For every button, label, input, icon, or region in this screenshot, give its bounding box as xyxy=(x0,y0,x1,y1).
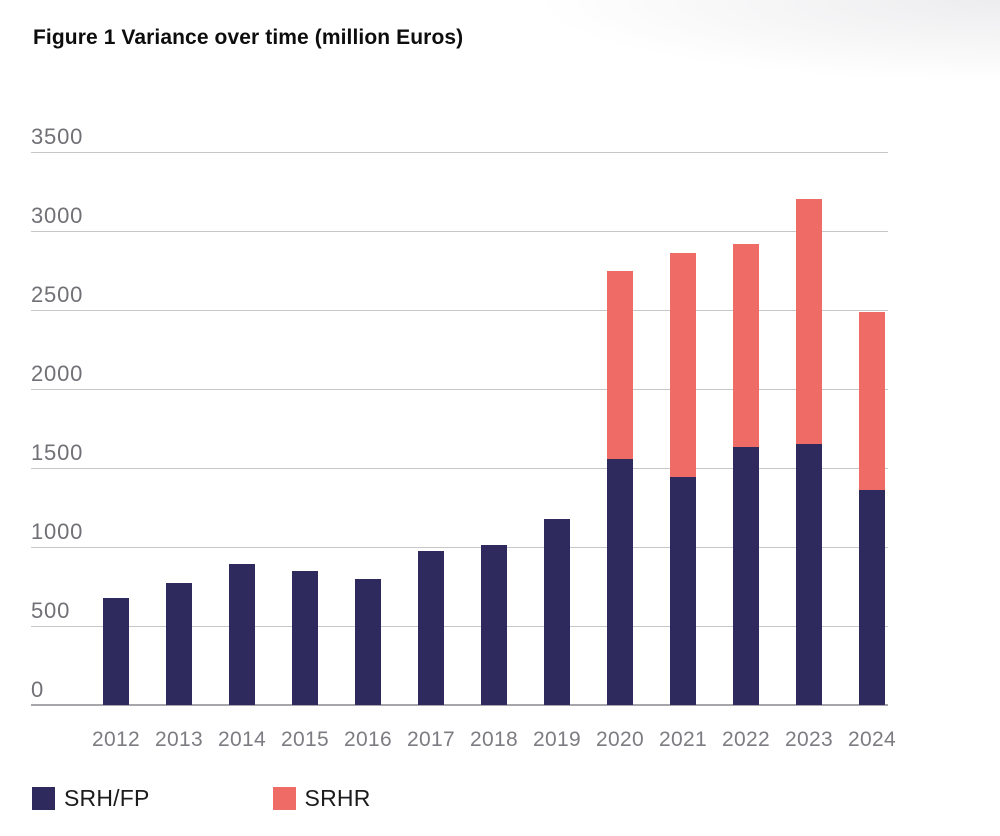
gridline xyxy=(31,547,888,548)
x-axis-year-label: 2013 xyxy=(155,728,203,751)
bar-segment-srhr-2020 xyxy=(607,270,633,459)
x-axis-year-label: 2016 xyxy=(344,728,392,751)
gridline xyxy=(31,310,888,311)
x-axis-year-label: 2017 xyxy=(407,728,455,751)
bar-segment-srhr-2022 xyxy=(733,243,759,447)
bar-segment-srhfp-2019 xyxy=(544,518,570,705)
x-axis-year-label: 2021 xyxy=(659,728,707,751)
bar-segment-srhr-2023 xyxy=(796,199,822,444)
legend-item-srhr: SRHR xyxy=(272,785,371,812)
gridline xyxy=(31,231,888,232)
bar-segment-srhr-2021 xyxy=(670,253,696,477)
legend-label-srhfp: SRH/FP xyxy=(64,785,150,811)
bar-segment-srhfp-2016 xyxy=(355,579,381,705)
legend-swatch-srhr xyxy=(272,787,296,810)
bar-segment-srhfp-2024 xyxy=(859,490,885,705)
y-axis-tick-label: 3000 xyxy=(31,203,84,228)
x-axis-year-label: 2020 xyxy=(596,728,644,751)
y-axis-tick-label: 1000 xyxy=(31,519,84,544)
x-axis-year-label: 2019 xyxy=(533,728,581,751)
gridline xyxy=(31,389,888,390)
legend-swatch-srhfp xyxy=(32,787,55,810)
bar-segment-srhfp-2020 xyxy=(607,458,633,705)
bar-segment-srhfp-2014 xyxy=(229,564,255,705)
bar-segment-srhfp-2023 xyxy=(796,443,822,705)
gridline xyxy=(31,468,888,469)
figure-title: Figure 1 Variance over time (million Eur… xyxy=(33,26,464,49)
x-axis-year-label: 2012 xyxy=(92,728,140,751)
gridline xyxy=(31,152,888,153)
bar-segment-srhfp-2022 xyxy=(733,446,759,705)
x-axis-year-label: 2024 xyxy=(848,728,896,751)
bar-segment-srhfp-2012 xyxy=(103,598,129,705)
y-axis-tick-label: 3500 xyxy=(31,124,84,149)
bar-segment-srhfp-2021 xyxy=(670,476,696,705)
y-axis-tick-label: 1500 xyxy=(31,440,84,465)
bar-segment-srhfp-2018 xyxy=(481,544,507,705)
legend-label-srhr: SRHR xyxy=(304,785,371,811)
bar-segment-srhfp-2017 xyxy=(418,550,444,705)
x-axis-year-label: 2022 xyxy=(722,728,770,751)
x-axis-year-label: 2014 xyxy=(218,728,266,751)
y-axis-tick-label: 500 xyxy=(31,598,71,623)
y-axis-tick-label: 2000 xyxy=(31,361,84,386)
x-axis-year-label: 2015 xyxy=(281,728,329,751)
x-axis-year-label: 2023 xyxy=(785,728,833,751)
bar-segment-srhfp-2015 xyxy=(292,571,318,705)
y-axis-tick-label: 0 xyxy=(31,677,45,702)
chart-legend: SRH/FP SRHR xyxy=(32,785,371,812)
gridline xyxy=(31,626,888,627)
y-axis-tick-label: 2500 xyxy=(31,282,84,307)
x-axis-baseline xyxy=(31,704,888,706)
x-axis-year-label: 2018 xyxy=(470,728,518,751)
legend-item-srhfp: SRH/FP xyxy=(32,785,150,812)
bar-segment-srhfp-2013 xyxy=(166,583,192,705)
bar-segment-srhr-2024 xyxy=(859,312,885,491)
